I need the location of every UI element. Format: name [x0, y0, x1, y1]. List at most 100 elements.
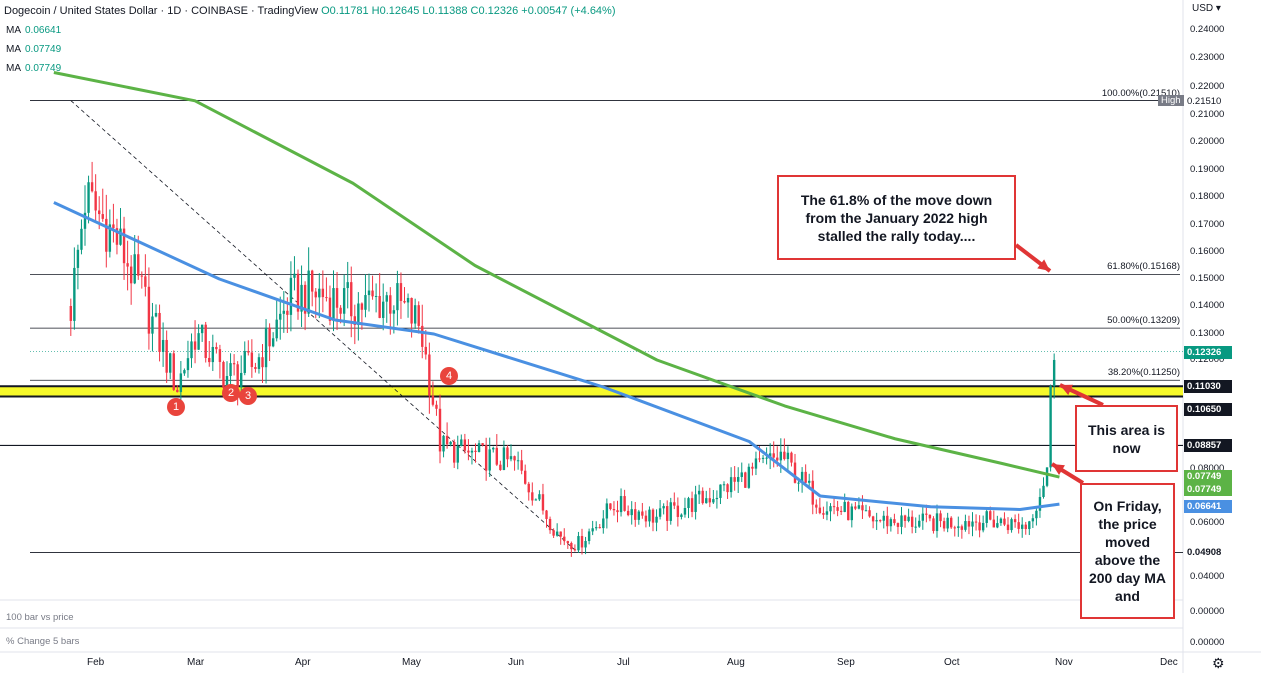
candle-body — [783, 451, 786, 460]
candle-body — [634, 509, 637, 520]
candle-body — [424, 346, 428, 355]
candle-body — [296, 273, 300, 312]
ma-legend-3[interactable]: MA 0.07749 — [6, 63, 62, 74]
candle-body — [843, 501, 846, 512]
candle-body — [527, 483, 530, 493]
candle-body — [974, 521, 978, 523]
candle-body — [460, 439, 463, 447]
symbol-title[interactable]: Dogecoin / United States Dollar · 1D · C… — [4, 5, 319, 17]
candle-body — [328, 297, 332, 321]
candle-body — [193, 341, 197, 350]
candle-body — [261, 357, 264, 368]
candle-body — [215, 346, 218, 350]
candle-body — [910, 516, 914, 527]
candle-body — [1028, 521, 1031, 530]
candle-body — [474, 450, 477, 452]
candle-body — [804, 471, 807, 483]
candle-body — [1031, 518, 1035, 522]
candle-body — [825, 511, 829, 515]
candle-body — [1045, 467, 1049, 486]
y-tick-label: 0.12000 — [1190, 354, 1225, 365]
candle-body — [225, 376, 229, 388]
candle-body — [666, 506, 669, 521]
ohlc-readout: O0.11781 H0.12645 L0.11388 C0.12326 +0.0… — [321, 5, 616, 17]
x-tick-label: Mar — [187, 657, 205, 668]
currency-selector[interactable]: USD ▾ — [1192, 3, 1221, 14]
candle-body — [428, 354, 431, 396]
candle-body — [325, 297, 328, 299]
candle-body — [1006, 524, 1010, 531]
candle-body — [981, 522, 985, 531]
candle-body — [403, 300, 406, 303]
candle-body — [154, 312, 158, 317]
candle-body — [531, 492, 534, 501]
candle-body — [619, 496, 623, 513]
candle-body — [222, 362, 225, 388]
candle-body — [950, 517, 953, 528]
candle-body — [651, 509, 655, 523]
candle-body — [992, 519, 996, 528]
candle-body — [946, 517, 949, 529]
candle-body — [129, 266, 133, 284]
price-tag-last: 0.12326 — [1184, 345, 1232, 359]
candle-body — [342, 288, 346, 314]
x-tick-label: Feb — [87, 657, 105, 668]
candle-body — [829, 506, 832, 512]
candle-body — [744, 472, 747, 488]
y-tick-label: 0.06000 — [1190, 517, 1225, 528]
candle-body — [236, 364, 239, 388]
candle-body — [144, 276, 147, 287]
candle-body — [229, 363, 232, 377]
candle-body — [389, 295, 392, 314]
candle-body — [584, 541, 587, 548]
candle-body — [644, 515, 648, 522]
candle-body — [637, 511, 641, 520]
ma-legend-2[interactable]: MA 0.07749 — [6, 44, 62, 55]
ma-legend-1[interactable]: MA 0.06641 — [6, 25, 62, 36]
candle-body — [602, 518, 605, 529]
candle-body — [80, 228, 83, 250]
candle-body — [264, 327, 268, 368]
candle-body — [126, 263, 129, 267]
candle-body — [307, 270, 310, 314]
candle-body — [534, 499, 538, 501]
candle-body — [133, 254, 136, 284]
candle-body — [563, 536, 566, 542]
candle-body — [847, 501, 850, 521]
candle-body — [98, 210, 101, 215]
candle-body — [218, 349, 222, 363]
candle-body — [612, 509, 616, 511]
candle-body — [680, 514, 683, 517]
trend-line — [70, 100, 579, 553]
candle-body — [481, 443, 484, 446]
candle-body — [960, 526, 964, 530]
indicator-label-2[interactable]: % Change 5 bars — [6, 636, 80, 647]
indicator-label-1[interactable]: 100 bar vs price — [6, 612, 74, 623]
candle-body — [772, 453, 775, 458]
candle-body — [382, 301, 385, 318]
candle-body — [989, 511, 992, 520]
candle-body — [73, 267, 76, 321]
candle-body — [339, 307, 342, 314]
indicator-axis-1: 0.00000 — [1190, 606, 1225, 617]
candle-body — [658, 508, 662, 517]
y-tick-label: 0.04000 — [1190, 571, 1225, 582]
price-tag-dark: 0.10650 — [1184, 403, 1232, 417]
candle-body — [279, 313, 282, 320]
candle-body — [996, 523, 999, 528]
y-tick-label: 0.16000 — [1190, 246, 1225, 257]
candle-body — [722, 484, 726, 486]
y-tick-label: 0.22000 — [1190, 80, 1225, 92]
candle-body — [939, 513, 942, 522]
candle-body — [889, 519, 893, 527]
candle-body — [747, 466, 751, 488]
candle-body — [456, 446, 459, 463]
gear-icon[interactable]: ⚙ — [1212, 655, 1225, 671]
candle-body — [477, 443, 481, 452]
candle-body — [765, 457, 768, 459]
candle-body — [932, 518, 935, 532]
candle-body — [850, 506, 854, 521]
candle-body — [907, 516, 910, 521]
candle-body — [179, 373, 183, 393]
